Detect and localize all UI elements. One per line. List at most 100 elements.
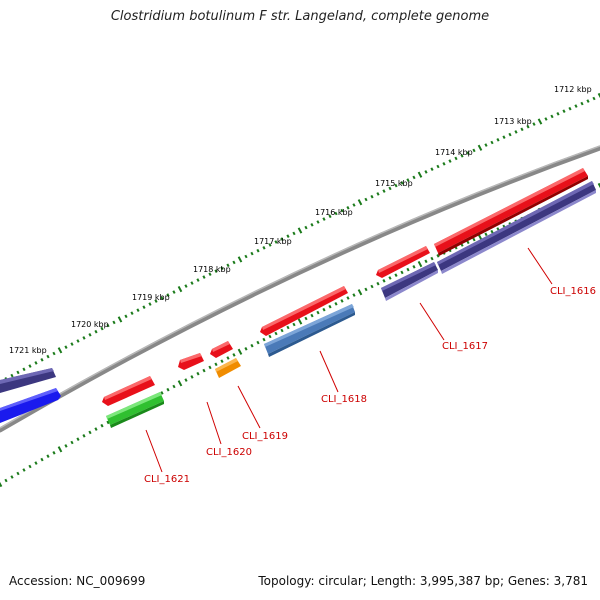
outer-scale-tick (514, 130, 518, 134)
inner-scale-tick (436, 254, 440, 258)
inner-scale-tick (430, 256, 434, 261)
gene-label-cli-1617[interactable]: CLI_1617 (442, 341, 488, 352)
outer-scale-tick (16, 370, 20, 375)
inner-scale-tick (256, 340, 260, 345)
inner-scale-tick (334, 302, 338, 306)
outer-scale-tick (304, 225, 308, 230)
inner-scale-tick (490, 229, 494, 234)
outer-scale-tick (177, 285, 183, 293)
outer-scale-tick (370, 194, 374, 199)
gene-left-blue-reverse[interactable] (0, 388, 61, 423)
inner-scale-tick (34, 461, 38, 465)
inner-scale-tick (22, 468, 26, 472)
outer-scale-tick (520, 127, 524, 132)
outer-scale-tick (394, 183, 398, 188)
outer-scale-tick (232, 260, 236, 265)
inner-scale-tick (28, 464, 32, 469)
inner-scale-tick (40, 457, 44, 462)
inner-scale-tick (52, 451, 56, 455)
gene-cli-1621-reverse[interactable] (106, 392, 164, 428)
inner-scale-tick (190, 375, 194, 379)
inner-scale-tick (76, 437, 80, 441)
gene-cli-1616-forward[interactable] (434, 168, 588, 256)
inner-scale-tick (172, 384, 176, 389)
outer-scale-tick (502, 135, 506, 139)
gene-label-cli-1621[interactable]: CLI_1621 (144, 474, 190, 485)
gene-cli-1617-reverse[interactable] (381, 262, 438, 301)
outer-scale-tick (454, 156, 458, 161)
outer-scale-tick (412, 175, 416, 180)
outer-scale-tick (556, 112, 560, 116)
outer-scale-tick (214, 269, 218, 273)
gene-cli-1619-reverse[interactable] (215, 358, 241, 378)
outer-scale-tick (226, 263, 230, 268)
inner-scale-tick (316, 310, 320, 315)
gene-cli-1617-forward[interactable] (376, 246, 430, 278)
outer-scale-tick (292, 231, 296, 236)
outer-scale-tick (190, 281, 194, 285)
outer-scale-tick (586, 99, 590, 103)
inner-scale-tick (0, 480, 3, 488)
inner-scale-tick (286, 325, 290, 330)
outer-scale-tick (297, 227, 303, 234)
gene-label-cli-1618[interactable]: CLI_1618 (321, 394, 367, 405)
outer-scale-tick (430, 167, 434, 171)
inner-scale-tick (70, 440, 74, 445)
inner-scale-tick (46, 454, 50, 458)
inner-scale-tick (268, 334, 272, 339)
gene-cli-1616-reverse[interactable] (437, 181, 596, 274)
outer-scale-tick (154, 299, 158, 303)
gene-cli-1618-forward[interactable] (260, 286, 348, 336)
outer-scale-tick (202, 275, 206, 279)
gene-label-cli-1616[interactable]: CLI_1616 (550, 286, 596, 297)
outer-scale-tick (364, 197, 368, 202)
inner-scale-tick (100, 423, 104, 428)
inner-scale-tick (304, 316, 308, 321)
outer-scale-tick (537, 118, 543, 125)
inner-scale-tick (177, 380, 183, 387)
outer-scale-tick (526, 124, 530, 129)
outer-scale-tick (597, 92, 600, 100)
outer-scale-tick (117, 316, 123, 323)
inner-scale-tick (244, 347, 248, 351)
inner-scale-tick (220, 359, 224, 363)
inner-scale-tick (424, 259, 428, 264)
outer-scale-tick (136, 308, 140, 312)
gene-label-cli-1619[interactable]: CLI_1619 (242, 431, 288, 442)
outer-scale-tick (310, 223, 314, 227)
scale-label-1712: 1712 kbp (554, 85, 592, 94)
inner-scale-tick (357, 289, 363, 296)
inner-scale-tick (406, 267, 410, 272)
outer-scale-tick (477, 144, 483, 151)
inner-scale-tick (352, 293, 356, 297)
inner-scale-tick (106, 420, 110, 425)
inner-scale-tick (202, 368, 206, 373)
gene-left-navy-forward[interactable] (0, 368, 56, 393)
outer-scale-tick (400, 181, 404, 185)
outer-scale-tick (406, 178, 410, 182)
gene-cli-1621-forward[interactable] (102, 376, 155, 406)
gene-label-cli-1620[interactable]: CLI_1620 (206, 447, 252, 458)
gene-leader-lines (145, 247, 553, 473)
inner-scale-tick (214, 362, 218, 367)
outer-scale-tick (388, 186, 392, 191)
outer-scale-tick (34, 361, 38, 365)
outer-scale-tick (448, 159, 452, 163)
inner-scale-tick (16, 471, 20, 476)
outer-scale-tick (340, 208, 344, 213)
outer-scale-tick (550, 114, 554, 119)
inner-scale-tick (10, 475, 14, 479)
gene-cli-1620-forward[interactable] (178, 353, 204, 370)
outer-scale-tick (460, 154, 464, 158)
genome-summary: Topology: circular; Length: 3,995,387 bp… (258, 574, 588, 588)
inner-scale-tick (394, 273, 398, 277)
gene-cli-1618-reverse[interactable] (264, 304, 355, 357)
outer-scale-tick (88, 333, 92, 337)
outer-scale-tick (562, 109, 566, 113)
gene-cli-1619-forward[interactable] (210, 341, 233, 358)
genome-backbone (0, 145, 600, 433)
inner-scale-tick (160, 391, 164, 395)
outer-scale-tick (472, 148, 476, 153)
inner-scale-tick (382, 279, 386, 283)
outer-scale-tick (100, 326, 104, 331)
